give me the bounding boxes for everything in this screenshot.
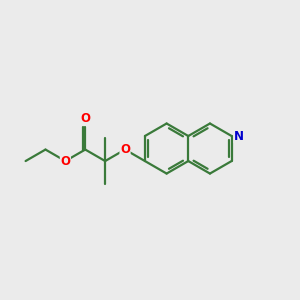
Text: N: N	[234, 130, 244, 142]
Text: O: O	[60, 154, 70, 167]
Text: N: N	[234, 130, 244, 142]
Text: O: O	[120, 143, 130, 156]
Text: O: O	[80, 112, 90, 125]
